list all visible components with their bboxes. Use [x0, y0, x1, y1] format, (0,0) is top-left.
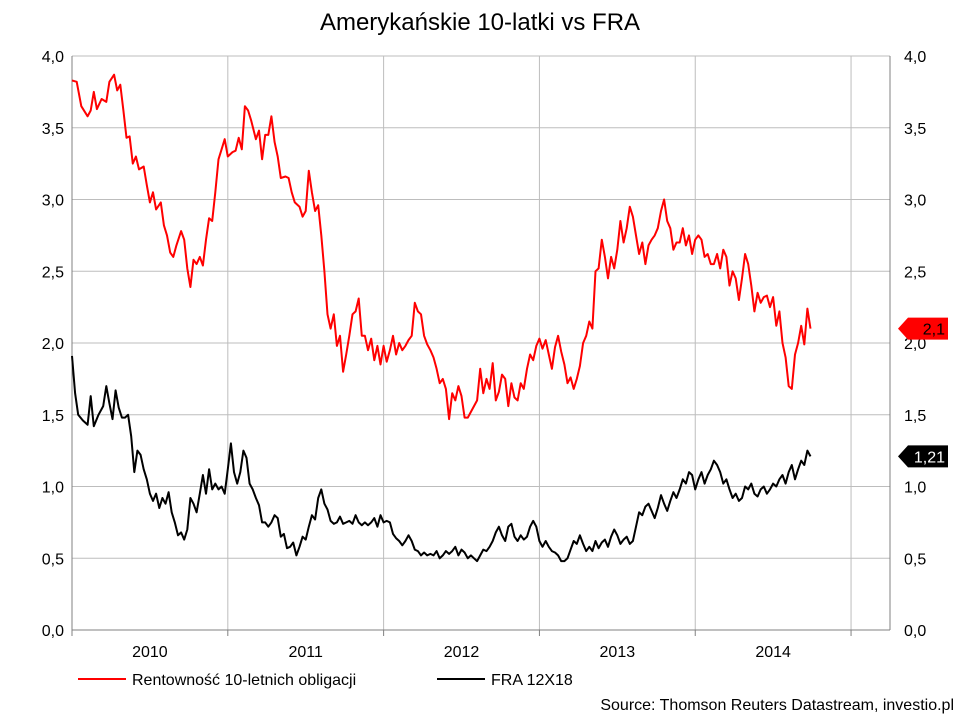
end-tag-label-us10y: 2,1 — [923, 322, 945, 339]
y-tick-label-left: 0,0 — [42, 623, 64, 640]
y-tick-label-right: 3,0 — [904, 193, 926, 210]
y-tick-label-left: 4,0 — [42, 49, 64, 66]
y-tick-label-right: 3,5 — [904, 121, 926, 138]
y-axis-right-labels: 0,0 0,5 1,0 1,5 2,0 2,5 3,0 3,5 4,0 — [904, 49, 926, 640]
end-tag-us10y — [898, 317, 948, 340]
y-tick-label-right: 0,5 — [904, 551, 926, 568]
series-line-fra — [71, 355, 812, 563]
y-tick-label-right: 1,5 — [904, 408, 926, 425]
y-tick-label-left: 2,5 — [42, 264, 64, 281]
legend-label-fra: FRA 12X18 — [491, 672, 573, 689]
x-tick-label: 2013 — [600, 644, 636, 661]
y-tick-label-left: 1,0 — [42, 480, 64, 497]
y-tick-label-right: 1,0 — [904, 480, 926, 497]
y-tick-label-right: 4,0 — [904, 49, 926, 66]
legend-label-us10y: Rentowność 10-letnich obligacji — [132, 672, 356, 689]
x-axis-labels: 2010 2011 2012 2013 2014 — [132, 644, 791, 661]
x-tick-label: 2014 — [755, 644, 791, 661]
y-tick-label-right: 0,0 — [904, 623, 926, 640]
y-axis-left-labels: 0,0 0,5 1,0 1,5 2,0 2,5 3,0 3,5 4,0 — [42, 49, 64, 640]
series-line-us10y — [71, 73, 812, 421]
x-tick-label: 2010 — [132, 644, 168, 661]
y-tick-label-right: 2,5 — [904, 264, 926, 281]
y-tick-label-right: 2,0 — [904, 336, 926, 353]
source-note: Source: Thomson Reuters Datastream, inve… — [600, 697, 954, 714]
legend: Rentowność 10-letnich obligacji FRA 12X1… — [78, 672, 573, 689]
end-tag-fra — [898, 445, 948, 468]
axes — [71, 56, 891, 636]
y-tick-label-left: 2,0 — [42, 336, 64, 353]
chart-title: Amerykańskie 10-latki vs FRA — [320, 9, 640, 36]
y-tick-label-left: 0,5 — [42, 551, 64, 568]
y-tick-label-left: 3,5 — [42, 121, 64, 138]
x-tick-label: 2012 — [444, 644, 480, 661]
end-tag-label-fra: 1,21 — [914, 449, 945, 466]
y-tick-label-left: 1,5 — [42, 408, 64, 425]
series-lines — [71, 73, 812, 563]
y-tick-label-left: 3,0 — [42, 193, 64, 210]
end-markers: 2,1 1,21 — [898, 317, 948, 468]
x-tick-label: 2011 — [289, 644, 324, 661]
